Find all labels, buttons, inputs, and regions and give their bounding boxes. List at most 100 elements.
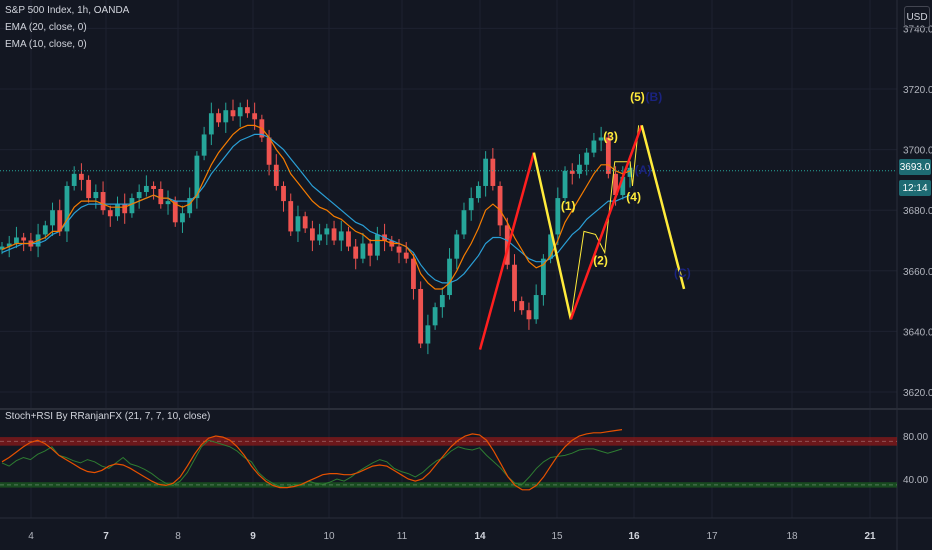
candle-body xyxy=(50,210,55,226)
price-tick-label: 3740.0 xyxy=(903,24,932,35)
price-tick-label: 3700.0 xyxy=(903,146,932,157)
candle-body xyxy=(57,210,63,232)
candle-body xyxy=(396,246,402,253)
candle-body xyxy=(533,295,539,320)
candle-body xyxy=(252,113,258,120)
correction-wave-line-2 xyxy=(640,125,686,290)
candle-body xyxy=(627,167,633,177)
wave-label: (2) xyxy=(593,254,608,268)
candle-body xyxy=(346,231,351,247)
candle-body xyxy=(411,258,416,289)
candles xyxy=(0,99,633,355)
candle-body xyxy=(425,325,431,344)
candle-body xyxy=(476,185,481,199)
candle-body xyxy=(79,173,84,180)
candle-body xyxy=(620,176,626,196)
time-tick-label: 10 xyxy=(323,531,335,542)
candle-body xyxy=(187,198,193,214)
ema10-legend: EMA (10, close, 0) xyxy=(5,39,87,50)
candle-body xyxy=(309,228,315,241)
price-tick-label: 3640.0 xyxy=(903,327,932,338)
candle-body xyxy=(403,252,409,259)
oscillator-series-2 xyxy=(1,429,623,491)
candle-body xyxy=(331,228,337,241)
time-tick-label: 14 xyxy=(474,531,486,542)
chart-title: S&P 500 Index, 1h, OANDA xyxy=(5,5,130,16)
candle-body xyxy=(555,198,561,235)
candle-body xyxy=(281,185,286,202)
time-tick-label: 7 xyxy=(103,531,109,542)
wave-label: (5) xyxy=(630,90,645,104)
candle-body xyxy=(6,243,12,247)
candle-body xyxy=(180,213,185,223)
candle-body xyxy=(577,164,582,174)
candle-body xyxy=(447,258,452,296)
time-tick-label: 11 xyxy=(397,531,408,542)
candle-body xyxy=(208,113,214,135)
candle-body xyxy=(165,201,171,205)
candle-body xyxy=(591,140,597,153)
candle-body xyxy=(497,185,503,226)
overbought-band xyxy=(0,437,897,446)
oscillator-tick-label: 80.00 xyxy=(903,432,928,443)
candle-body xyxy=(562,170,568,199)
oscillator-tick-label: 40.00 xyxy=(903,475,928,486)
candle-body xyxy=(201,134,207,156)
oscillator-legend: Stoch+RSI By RRanjanFX (21, 7, 7, 10, cl… xyxy=(5,411,211,422)
candle-body xyxy=(172,201,178,223)
candle-body xyxy=(115,204,120,217)
candle-body xyxy=(245,107,250,114)
candle-body xyxy=(71,173,77,186)
candle-body xyxy=(512,264,517,302)
candle-body xyxy=(324,228,330,235)
time-tick-label: 17 xyxy=(706,531,718,542)
candle-body xyxy=(216,113,221,123)
candle-body xyxy=(158,188,164,205)
price-tick-label: 3660.0 xyxy=(903,267,932,278)
time-tick-label: 21 xyxy=(864,531,876,542)
candle-body xyxy=(540,258,546,296)
candle-body xyxy=(483,158,489,186)
grid-lines xyxy=(0,0,897,518)
last-price-tag: 3693.0 xyxy=(899,159,931,175)
candle-body xyxy=(432,307,438,326)
candle-body xyxy=(548,234,553,259)
ema20-legend: EMA (20, close, 0) xyxy=(5,22,87,33)
impulse-wave-line-2 xyxy=(569,124,643,320)
wave-label: (4) xyxy=(626,190,641,204)
wave-label: (1) xyxy=(561,199,576,213)
candle-body xyxy=(302,216,308,229)
candle-body xyxy=(14,237,19,244)
candle-body xyxy=(143,185,149,193)
candle-body xyxy=(122,204,128,214)
candle-body xyxy=(136,192,142,199)
candle-body xyxy=(439,295,445,308)
currency-button[interactable]: USD xyxy=(904,6,930,28)
candle-body xyxy=(598,137,604,141)
candle-body xyxy=(353,246,359,259)
candle-body xyxy=(273,164,279,186)
correction-wave-line-1 xyxy=(532,152,573,320)
ema10-line xyxy=(1,124,631,290)
wave-label: (3) xyxy=(603,130,618,144)
candle-body xyxy=(519,301,525,311)
price-tick-label: 3620.0 xyxy=(903,388,932,399)
candle-body xyxy=(454,234,460,259)
candle-body xyxy=(42,225,48,235)
time-tick-label: 15 xyxy=(551,531,563,542)
candle-body xyxy=(360,243,366,259)
candle-body xyxy=(374,234,380,256)
candle-body xyxy=(317,234,323,241)
impulse-wave-line-1 xyxy=(478,152,536,350)
candle-body xyxy=(129,198,135,214)
candle-body xyxy=(526,310,532,320)
wave-label: (B) xyxy=(646,90,663,104)
candle-body xyxy=(468,198,474,211)
price-tick-label: 3680.0 xyxy=(903,206,932,217)
time-tick-label: 9 xyxy=(250,531,256,542)
wave-label: (A) xyxy=(635,163,652,177)
time-tick-label: 16 xyxy=(628,531,640,542)
candle-body xyxy=(288,201,294,232)
candle-body xyxy=(230,110,236,117)
